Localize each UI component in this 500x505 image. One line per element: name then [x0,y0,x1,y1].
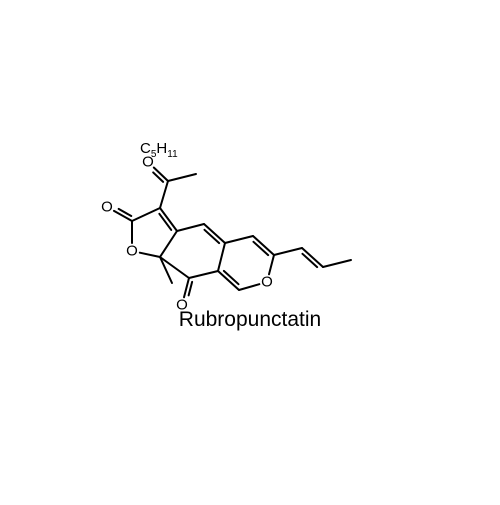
formula-group-label: C5H11 [140,140,178,160]
atom-label: O [261,274,273,291]
atom-label: O [101,199,113,216]
compound-name-title: Rubropunctatin [0,308,500,332]
atom-label: O [126,243,138,260]
diagram-canvas: OOOOO Rubropunctatin C5H11 [0,0,500,500]
molecule-skeletal: OOOOO [0,0,500,500]
